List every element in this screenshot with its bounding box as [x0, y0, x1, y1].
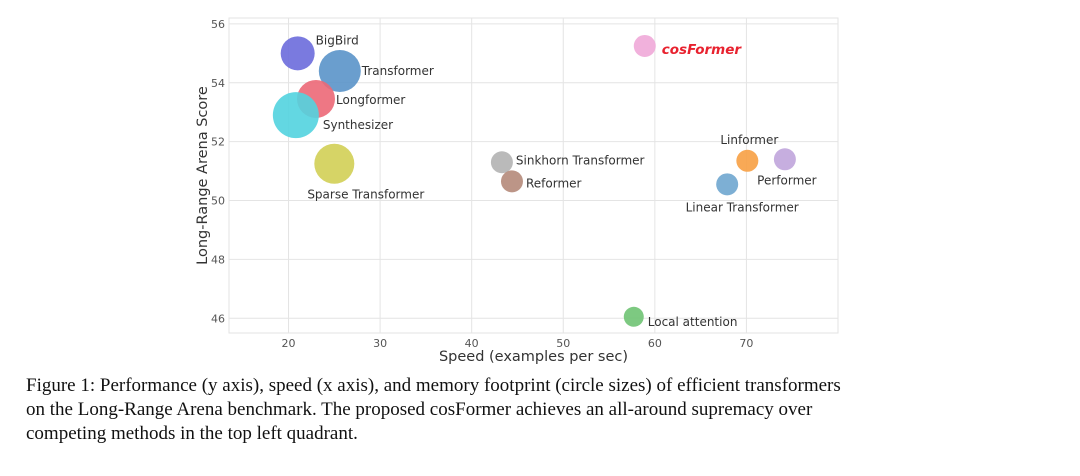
caption-line: on the Long-Range Arena benchmark. The p… — [26, 399, 813, 420]
point-reformer — [500, 170, 523, 193]
axis-ticks: 20 30 40 50 60 70 46 48 50 52 54 56 — [211, 18, 753, 350]
label-transformer: Transformer — [361, 64, 434, 78]
y-axis-title: Long-Range Arena Score — [195, 86, 211, 265]
point-bigbird — [280, 36, 315, 71]
label-local-attention: Local attention — [648, 315, 738, 329]
point-sparse-transformer — [314, 143, 355, 184]
x-tick-label: 50 — [556, 337, 570, 350]
point-transformer — [318, 49, 361, 92]
figure-caption: Figure 1: Performance (y axis), speed (x… — [26, 374, 1060, 446]
figure-chart: 20 30 40 50 60 70 46 48 50 52 54 56 BigBird Transfor… — [195, 17, 839, 365]
point-sinkhorn-transformer — [490, 151, 513, 174]
point-performer — [773, 148, 796, 171]
x-tick-label: 40 — [465, 337, 479, 350]
point-local-attention — [623, 306, 644, 327]
label-longformer: Longformer — [336, 93, 405, 107]
grid — [229, 18, 838, 333]
label-reformer: Reformer — [526, 176, 582, 190]
x-tick-label: 20 — [282, 337, 296, 350]
label-sinkhorn-transformer: Sinkhorn Transformer — [516, 153, 645, 167]
label-bigbird: BigBird — [316, 33, 359, 47]
caption-line: Figure 1: Performance (y axis), speed (x… — [26, 375, 841, 396]
point-linear-transformer — [716, 173, 739, 196]
point-linformer — [736, 149, 759, 172]
y-tick-label: 46 — [211, 312, 225, 325]
y-tick-label: 56 — [211, 18, 225, 31]
label-linformer: Linformer — [720, 133, 778, 147]
y-tick-label: 50 — [211, 195, 225, 208]
caption-line: competing methods in the top left quadra… — [26, 423, 358, 444]
y-tick-label: 54 — [211, 77, 225, 90]
point-cosformer — [633, 34, 656, 57]
label-linear-transformer: Linear Transformer — [686, 200, 799, 214]
label-sparse-transformer: Sparse Transformer — [307, 188, 424, 202]
x-tick-label: 30 — [373, 337, 387, 350]
data-labels: BigBird Transformer Longformer Synthesizer S… — [307, 33, 816, 328]
point-synthesizer — [272, 92, 319, 139]
x-tick-label: 70 — [739, 337, 753, 350]
x-tick-label: 60 — [648, 337, 662, 350]
label-performer: Performer — [757, 173, 816, 187]
y-tick-label: 52 — [211, 136, 225, 149]
y-tick-label: 48 — [211, 253, 225, 266]
label-cosformer: cosFormer — [662, 42, 743, 58]
scatter-plot: 20 30 40 50 60 70 46 48 50 52 54 56 BigBird Transfor… — [195, 17, 839, 365]
x-axis-title: Speed (examples per sec) — [439, 349, 628, 365]
label-synthesizer: Synthesizer — [323, 118, 393, 132]
data-points — [272, 34, 796, 327]
